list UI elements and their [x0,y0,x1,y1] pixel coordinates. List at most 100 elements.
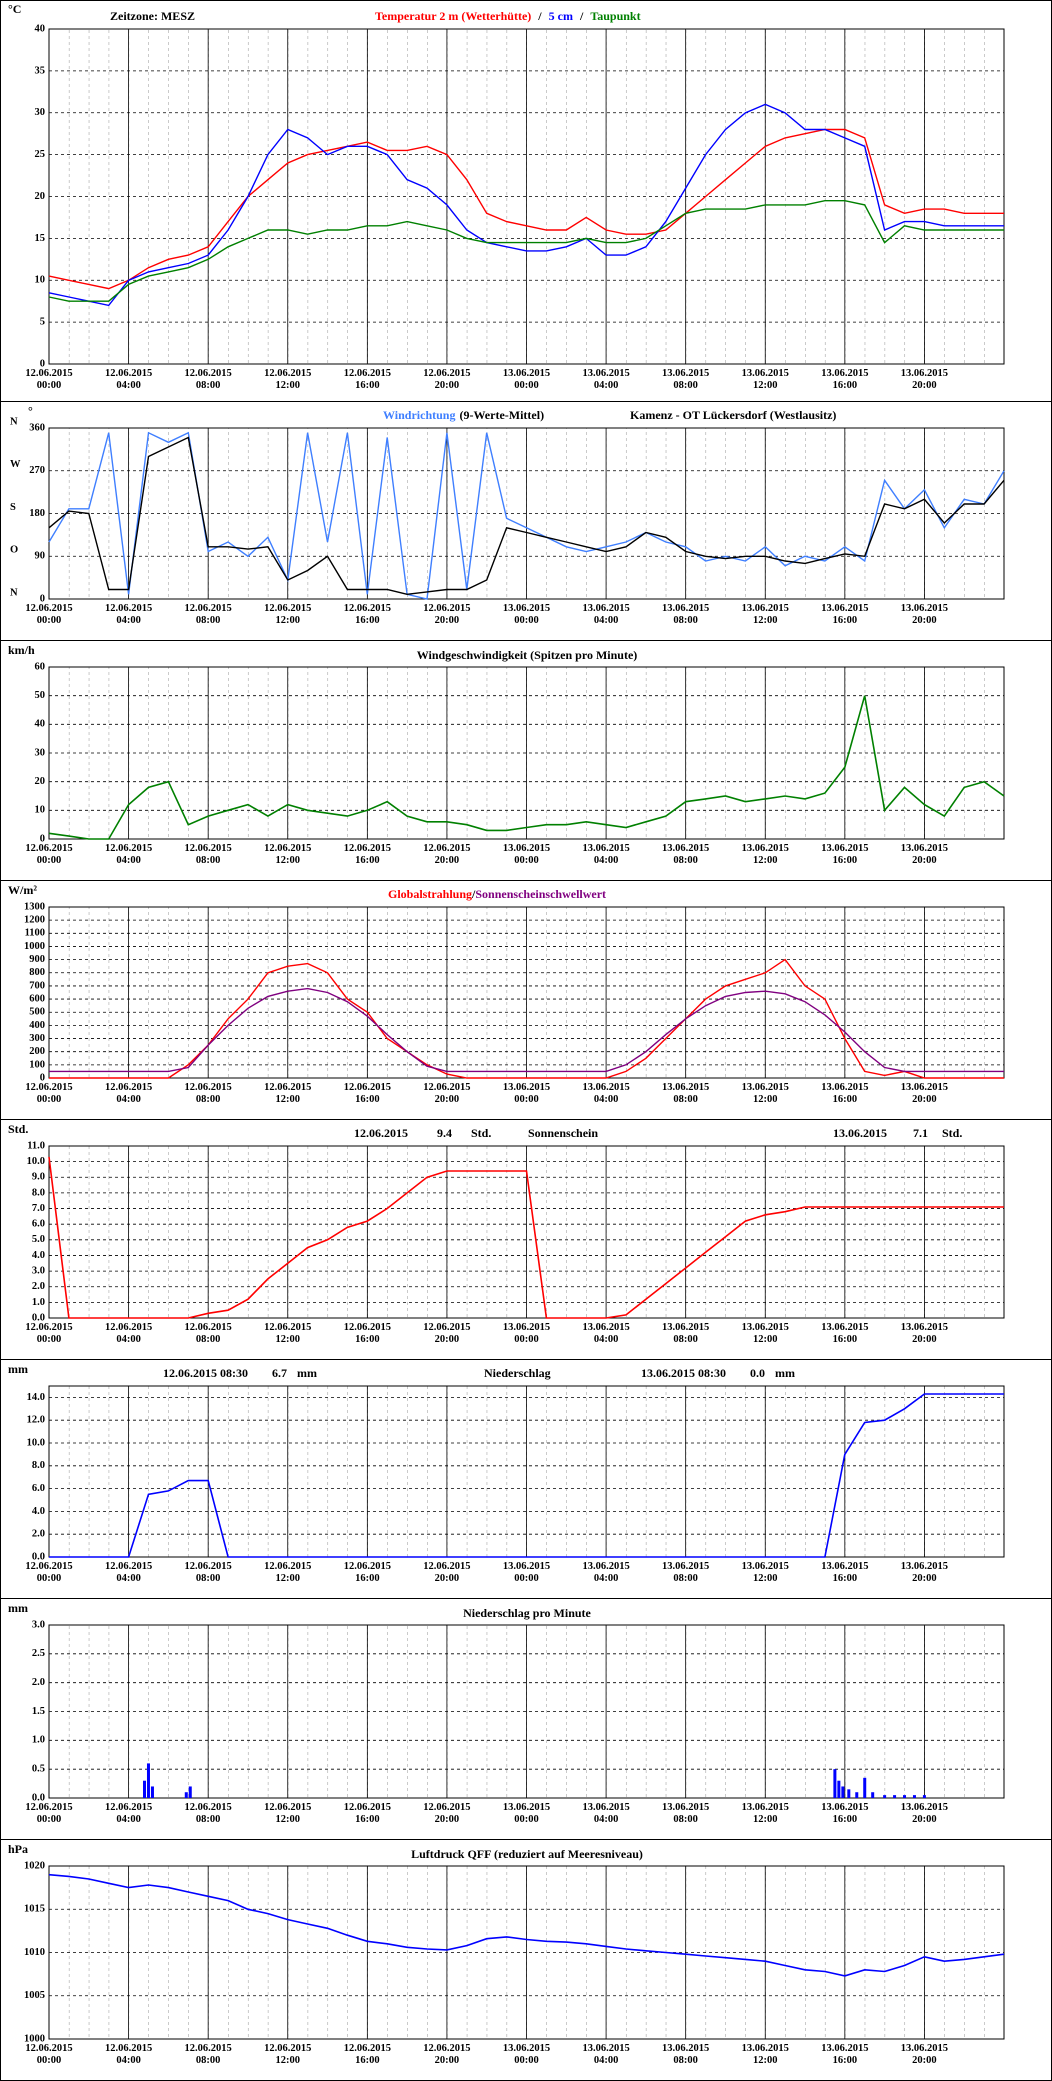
x-tick-label: 13.06.2015 20:00 [900,2043,949,2066]
x-tick-label: 12.06.2015 08:00 [184,1082,232,1105]
data-line [49,987,1004,1073]
x-tick-label: 13.06.2015 16:00 [821,843,869,866]
x-tick-label: 13.06.2015 04:00 [582,603,630,626]
y-tick-label: 1200 [24,915,45,926]
legend-separator: / [537,9,542,23]
y-tick-label: 0.0 [32,1312,45,1323]
y-tick-label: 1.0 [32,1297,45,1308]
y-tick-label: 10 [35,275,46,286]
y-tick-label: 3.0 [32,1619,45,1630]
y-tick-label: 8.0 [32,1187,45,1198]
x-tick-label: 13.06.2015 20:00 [900,1322,949,1345]
y-tick-label: 400 [29,1020,45,1031]
legend-entry: 5 cm [549,9,573,23]
legend-separator: / [471,887,476,901]
legend-entry: Sonnenscheinschwellwert [475,887,606,901]
y-tick-label: 20 [35,191,46,202]
annotation: Kamenz - OT Lückersdorf (Westlausitz) [630,408,836,422]
x-tick-label: 13.06.2015 08:00 [662,603,710,626]
x-tick-label: 13.06.2015 08:00 [662,843,710,866]
y-tick-label: 25 [35,149,46,160]
bar [912,1795,916,1798]
bar [855,1792,859,1798]
bar [893,1795,897,1798]
x-tick-label: 13.06.2015 20:00 [900,843,949,866]
y-tick-label: 2.0 [32,1677,45,1688]
x-tick-label: 12.06.2015 08:00 [184,1561,232,1584]
y-tick-label: 4.0 [32,1506,45,1517]
x-tick-label: 12.06.2015 20:00 [423,843,471,866]
bar [833,1769,837,1798]
y-tick-label: 3.0 [32,1265,45,1276]
y-tick-label: 2.0 [32,1281,45,1292]
y-tick-label: 6.0 [32,1483,45,1494]
y-tick-label: 800 [29,967,45,978]
x-tick-label: 12.06.2015 08:00 [184,1322,232,1345]
y-unit: ° [28,404,33,418]
x-tick-label: 13.06.2015 12:00 [741,1802,789,1825]
legend-entry: Windrichtung [383,408,455,422]
x-tick-label: 12.06.2015 04:00 [104,1561,153,1584]
y-tick-label: 1300 [24,901,45,912]
x-tick-label: 13.06.2015 16:00 [821,368,869,391]
y-tick-label: 0.0 [32,1792,45,1803]
plot-frame [48,427,1005,600]
y-unit: mm [8,1601,28,1615]
data-line [48,1873,1005,1977]
legend: Windrichtung (9-Werte-Mittel) [383,408,544,422]
x-tick-label: 12.06.2015 12:00 [264,2043,312,2066]
y-unit: km/h [8,643,35,657]
x-tick-label: 13.06.2015 08:00 [662,1322,710,1345]
x-tick-label: 12.06.2015 12:00 [264,368,312,391]
y-tick-label: 1000 [24,941,45,952]
x-tick-label: 12.06.2015 04:00 [104,1802,153,1825]
y-tick-label: 100 [29,1059,45,1070]
y-tick-label: 30 [35,747,46,758]
legend-entry: Taupunkt [590,9,640,23]
x-tick-label: 12.06.2015 08:00 [184,1802,232,1825]
y-tick-label: 12.0 [27,1415,45,1426]
y-tick-label: 4.0 [32,1250,45,1261]
y-tick-label: 500 [29,1007,45,1018]
x-tick-label: 13.06.2015 20:00 [900,368,949,391]
annotation: 13.06.2015 08:30 [641,1366,726,1380]
bar [184,1792,188,1798]
y-tick-label: 5.0 [32,1234,45,1245]
x-tick-label: 13.06.2015 04:00 [582,368,630,391]
x-tick-label: 13.06.2015 04:00 [582,843,630,866]
x-tick-label: 12.06.2015 20:00 [423,1082,471,1105]
y-tick-label: 180 [29,508,45,519]
x-tick-label: 13.06.2015 20:00 [900,1082,949,1105]
x-tick-label: 12.06.2015 00:00 [25,368,73,391]
annotation: Std. [471,1126,491,1140]
y-unit: mm [8,1362,28,1376]
annotation: 6.7 [272,1366,287,1380]
data-line [48,695,1005,840]
bar [922,1795,926,1798]
annotation: mm [297,1366,317,1380]
bar [863,1777,867,1798]
x-tick-label: 12.06.2015 00:00 [25,603,73,626]
y-tick-label: 40 [35,23,46,34]
x-tick-label: 12.06.2015 12:00 [264,1561,312,1584]
x-tick-label: 13.06.2015 16:00 [821,2043,869,2066]
x-tick-label: 12.06.2015 08:00 [184,368,232,391]
bar [871,1792,875,1798]
y-tick-label: 1015 [24,1904,45,1915]
x-tick-label: 13.06.2015 08:00 [662,1561,710,1584]
bar [188,1786,192,1798]
x-tick-label: 12.06.2015 16:00 [343,2043,391,2066]
y-tick-label: 360 [29,422,45,433]
x-tick-label: 13.06.2015 16:00 [821,1802,869,1825]
x-tick-label: 12.06.2015 00:00 [25,2043,73,2066]
x-tick-label: 13.06.2015 00:00 [502,2043,551,2066]
y-tick-label: 1005 [24,1990,45,2001]
x-tick-label: 13.06.2015 00:00 [502,1322,551,1345]
y-tick-label: 1020 [24,1860,45,1871]
plot-frame [48,1865,1005,2040]
y-tick-label: 8.0 [32,1460,45,1471]
x-tick-label: 13.06.2015 04:00 [582,1322,630,1345]
y-tick-label: 5 [40,317,45,328]
x-tick-label: 12.06.2015 08:00 [184,2043,232,2066]
